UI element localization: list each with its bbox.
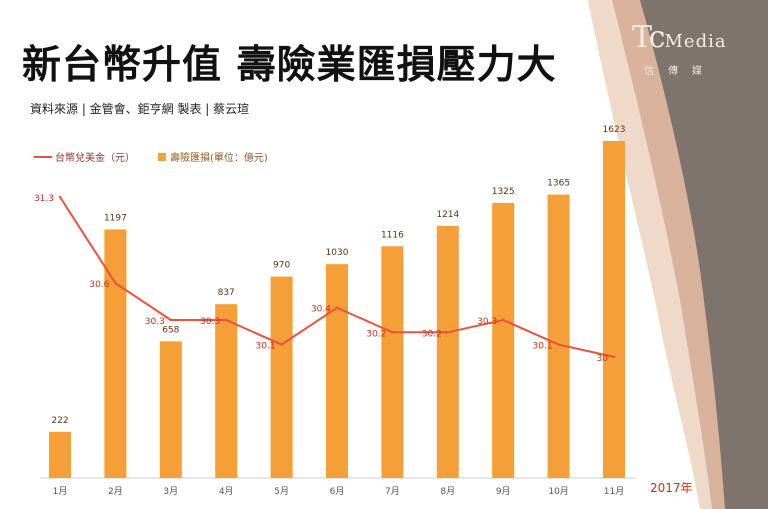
bar-value-label: 1365: [547, 179, 570, 189]
bar-value-label: 1030: [326, 248, 349, 258]
x-tick-label: 4月: [219, 486, 234, 497]
line-value-label: 30.1: [256, 342, 276, 352]
bar-value-label: 1325: [492, 187, 515, 197]
bar-value-label: 1116: [381, 230, 404, 240]
line-point: [225, 318, 228, 322]
bar-value-label: 837: [218, 288, 235, 298]
line-value-label: 30.3: [477, 317, 497, 327]
x-tick-label: 2月: [108, 486, 123, 497]
line-value-label: 30.1: [533, 342, 553, 352]
line-value-label: 30: [597, 354, 609, 364]
bar-value-label: 658: [162, 325, 179, 335]
line-point: [612, 355, 616, 359]
bar: [270, 276, 293, 478]
line-point: [391, 331, 394, 334]
logo-subtitle: 信傳媒: [644, 66, 716, 77]
page-title: 新台幣升值 壽險業匯損壓力大: [22, 43, 557, 88]
x-tick-label: 5月: [274, 486, 289, 497]
line-point: [280, 343, 283, 346]
line-point: [335, 306, 339, 309]
line-point: [114, 281, 117, 285]
bar: [381, 246, 404, 478]
bar: [49, 431, 71, 478]
bar: [603, 141, 625, 478]
bar: [104, 229, 127, 478]
line-point: [169, 318, 172, 322]
legend-bar-swatch: [158, 153, 166, 161]
logo: TcMedia 信傳媒: [632, 18, 742, 78]
bar: [436, 225, 459, 478]
x-tick-label: 9月: [496, 486, 511, 497]
bar-value-label: 1214: [436, 210, 459, 220]
bar: [492, 202, 515, 478]
bar: [159, 341, 182, 478]
line-value-label: 30.2: [366, 329, 386, 339]
line-value-label: 30.2: [422, 329, 442, 339]
x-tick-label: 10月: [548, 486, 568, 497]
source-line: 資料來源 | 金管會、鉅亨網 製表 | 蔡云瑄: [30, 102, 250, 116]
line-value-label: 31.3: [34, 194, 54, 204]
x-tick-label: 6月: [330, 486, 345, 497]
bar-value-label: 222: [51, 416, 68, 426]
line-value-label: 30.3: [200, 317, 220, 327]
x-axis-unit-label: 2017年: [650, 481, 693, 495]
line-point: [557, 343, 560, 346]
legend-line-label: 台幣兌美金（元）: [55, 151, 135, 164]
line-point: [502, 318, 505, 322]
bar: [326, 264, 348, 478]
x-tick-label: 8月: [440, 486, 455, 497]
x-tick-label: 11月: [604, 486, 624, 497]
bar-value-label: 1623: [603, 125, 626, 135]
bar: [547, 194, 570, 478]
line-value-label: 30.4: [311, 305, 331, 315]
logo-mark: TcMedia: [632, 20, 727, 55]
x-tick-label: 3月: [163, 486, 178, 497]
line-point: [58, 195, 62, 199]
x-tick-label: 7月: [385, 486, 400, 497]
bar-value-label: 970: [273, 261, 290, 271]
line-value-label: 30.6: [89, 280, 109, 290]
legend-bar-label: 壽險匯損(單位：億元): [170, 151, 268, 164]
legend: 台幣兌美金（元） 壽險匯損(單位：億元): [34, 151, 268, 164]
line-point: [446, 331, 449, 334]
x-tick-label: 1月: [53, 486, 68, 497]
line-value-label: 30.3: [145, 317, 165, 327]
bar-value-label: 1197: [104, 213, 127, 223]
bar: [215, 304, 238, 478]
